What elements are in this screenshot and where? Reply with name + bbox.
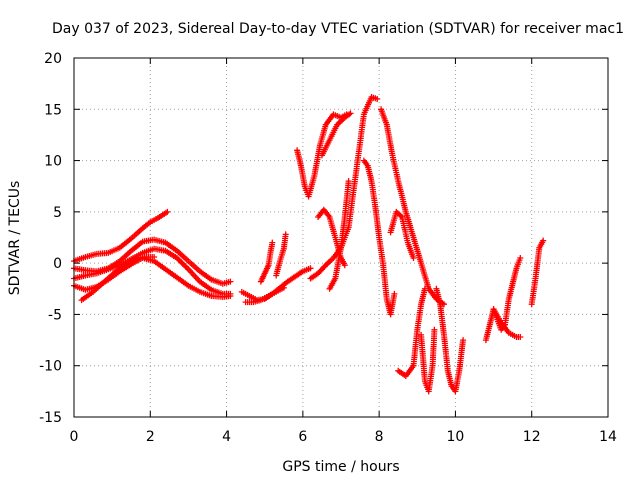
axis-ticks [73, 57, 609, 418]
data-points [71, 94, 547, 395]
marker-trail [418, 326, 438, 395]
chart-title: Day 037 of 2023, Sidereal Day-to-day VTE… [52, 21, 624, 37]
y-tick-label: -10 [39, 359, 62, 375]
series-track-16 [378, 106, 447, 308]
marker-trail [490, 306, 524, 340]
marker-trail [307, 94, 381, 282]
marker-trail [273, 231, 289, 279]
x-tick-label: 0 [70, 429, 79, 445]
marker-trail [360, 157, 398, 318]
x-axis-label: GPS time / hours [282, 459, 399, 475]
marker-trail [242, 284, 287, 306]
series-track-12 [307, 94, 381, 282]
x-tick-label: 14 [599, 429, 617, 445]
series-track-7 [242, 284, 287, 306]
y-tick-label: -5 [48, 307, 62, 323]
series-track-17 [387, 208, 417, 261]
x-tick-label: 6 [298, 429, 307, 445]
series-track-4 [71, 208, 171, 265]
series-track-19 [418, 326, 438, 395]
y-tick-label: 20 [44, 51, 62, 67]
y-tick-label: 0 [53, 256, 62, 272]
x-tick-label: 10 [447, 429, 465, 445]
x-tick-labels: 0 2 4 6 8 10 12 14 [70, 429, 617, 445]
y-tick-label: 5 [53, 205, 62, 221]
y-tick-label: 15 [44, 102, 62, 118]
y-tick-labels: -15 -10 -5 0 5 10 15 20 [39, 51, 62, 426]
series-track-21 [482, 255, 524, 344]
series-track-23 [528, 237, 547, 308]
marker-trail [294, 111, 350, 200]
y-tick-label: 10 [44, 154, 62, 170]
marker-trail [378, 106, 447, 308]
x-tick-label: 8 [375, 429, 384, 445]
marker-trail [387, 208, 417, 261]
series-track-13 [318, 110, 354, 159]
series-track-15 [360, 157, 398, 318]
series-track-9 [273, 231, 289, 279]
marker-trail [482, 255, 524, 344]
series-track-20 [433, 285, 467, 395]
marker-trail [78, 254, 158, 304]
marker-trail [528, 237, 547, 308]
marker-trail [433, 285, 467, 395]
x-tick-label: 4 [222, 429, 231, 445]
marker-trail [257, 239, 276, 285]
marker-trail [318, 110, 354, 159]
series-track-14 [326, 178, 352, 292]
series-track-5 [78, 254, 158, 304]
series-track-22 [490, 306, 524, 340]
x-tick-label: 12 [523, 429, 541, 445]
marker-trail [71, 208, 171, 265]
series-track-8 [257, 239, 276, 285]
x-tick-label: 2 [146, 429, 155, 445]
series-track-18 [395, 285, 428, 379]
marker-trail [395, 285, 428, 379]
series-track-10 [294, 111, 350, 200]
marker-trail [326, 178, 352, 292]
y-tick-label: -15 [39, 410, 62, 426]
plot-frame [73, 57, 609, 418]
y-axis-label: SDTVAR / TECUs [7, 181, 23, 296]
